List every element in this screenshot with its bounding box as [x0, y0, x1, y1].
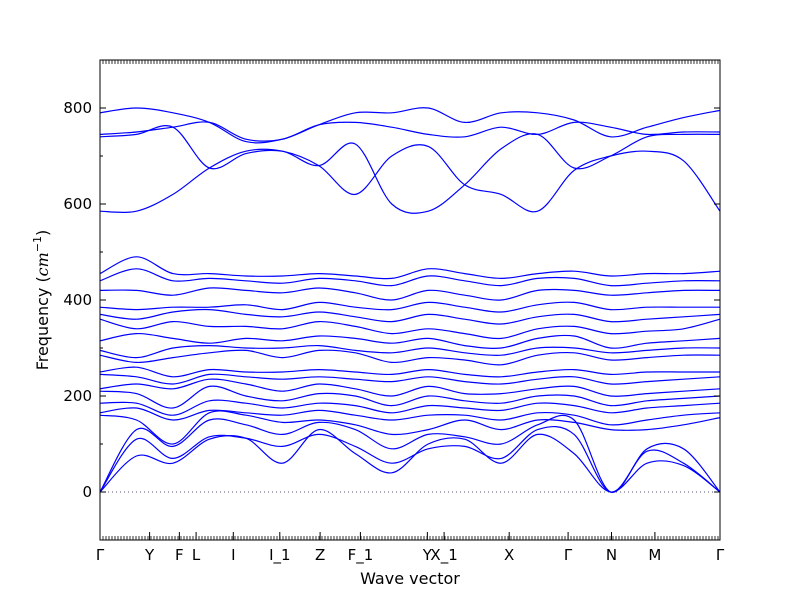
band-line	[99, 407, 721, 426]
tick-layer	[99, 59, 721, 541]
band-line	[99, 268, 721, 287]
band-line	[99, 332, 721, 349]
band-line	[99, 308, 721, 325]
band-line	[99, 144, 721, 214]
y-axis-label: Frequency (cm−1)	[31, 230, 52, 371]
x-tick-labels: Γ Y F L I I_1 Z F_1 YX_1 X Γ N M Γ	[96, 546, 725, 565]
band-line	[99, 414, 721, 493]
band-line	[99, 107, 721, 144]
x-tick-label: Γ	[564, 546, 573, 564]
x-tick-label: X_1	[430, 546, 457, 565]
y-tick-label: 400	[63, 291, 92, 309]
band-line	[99, 287, 721, 301]
x-tick-label: M	[648, 546, 661, 564]
x-tick-label: I_1	[269, 546, 290, 565]
x-axis-label: Wave vector	[360, 569, 460, 588]
x-tick-label: F_1	[348, 546, 374, 565]
band-line	[99, 349, 721, 366]
x-tick-label: F	[175, 546, 184, 564]
plot-frame	[99, 59, 721, 541]
band-line	[99, 428, 721, 493]
band-line	[99, 121, 721, 142]
y-tick-labels: 0 200 400 600 800	[63, 99, 92, 501]
y-tick-label: 800	[63, 99, 92, 117]
y-tick-label: 200	[63, 387, 92, 405]
band-line	[99, 426, 721, 493]
band-line	[99, 366, 720, 378]
y-axis-label-exponent: −1	[31, 236, 44, 252]
y-axis-label-text: Frequency (	[33, 276, 52, 370]
band-line	[99, 256, 721, 280]
band-line	[99, 399, 721, 416]
x-tick-label: X	[504, 546, 514, 564]
plot-area	[99, 107, 721, 493]
x-tick-label: L	[192, 546, 201, 564]
x-tick-label: I	[231, 546, 235, 564]
band-line	[99, 373, 721, 385]
x-tick-label: Y	[144, 546, 155, 564]
band-line	[99, 301, 720, 313]
x-tick-label: Γ	[716, 546, 725, 564]
x-tick-label: Y	[422, 546, 433, 564]
x-tick-label: Γ	[96, 546, 105, 564]
y-tick-label: 600	[63, 195, 92, 213]
x-tick-label: Z	[315, 546, 325, 564]
y-axis-label-unit: cm	[33, 252, 52, 276]
band-line	[99, 125, 721, 214]
y-tick-label: 0	[82, 483, 92, 501]
band-line	[99, 318, 721, 340]
band-line	[99, 344, 721, 359]
band-line	[99, 410, 721, 445]
band-line	[99, 378, 721, 397]
band-line	[99, 385, 721, 409]
x-tick-label: N	[606, 546, 617, 564]
y-axis-label-close: )	[33, 230, 52, 236]
